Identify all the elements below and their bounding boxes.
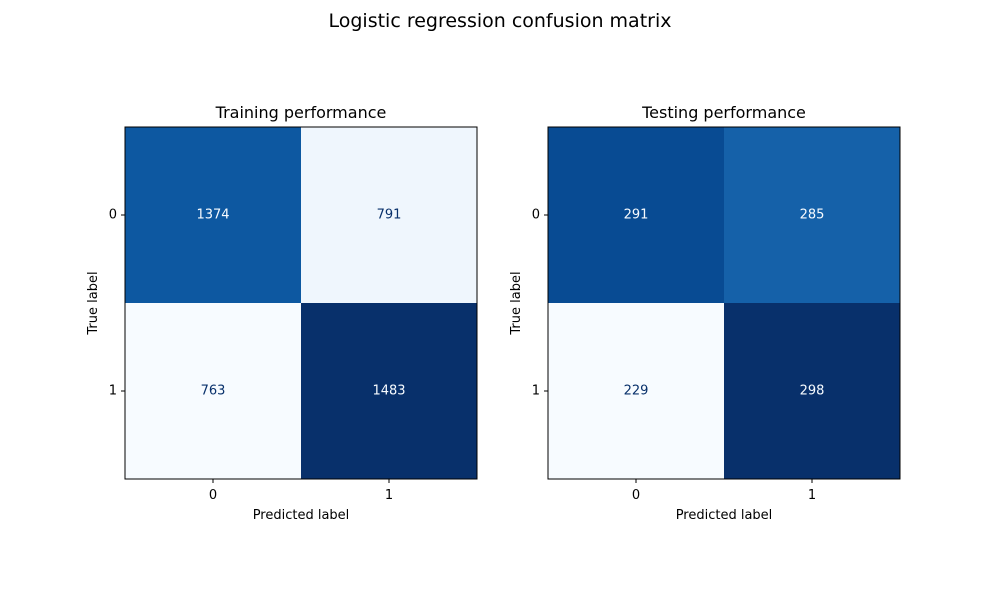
y-axis-label: True label: [86, 271, 101, 335]
heatmap-cell: [125, 127, 301, 303]
x-axis-label: Predicted label: [253, 508, 350, 523]
heatmap-cell: [301, 303, 477, 479]
figure-title: Logistic regression confusion matrix: [328, 10, 671, 32]
heatmap-cell: [724, 127, 900, 303]
axes-frame: [124, 126, 478, 480]
confusion-matrix-panel-2: 291 285 229 298 0 1 0 1 Testing performance Predi…: [509, 103, 901, 523]
x-tick-label: 1: [808, 488, 816, 503]
cell-value-label: 791: [377, 208, 402, 223]
heatmap-cell: [548, 303, 724, 479]
y-tick-label: 1: [109, 384, 117, 399]
cell-value-label: 1374: [196, 208, 229, 223]
x-tick-label: 1: [385, 488, 393, 503]
y-tick-label: 1: [532, 384, 540, 399]
panels: 1374 791 763 1483 0 1 0 1 Training performance Pr…: [86, 103, 901, 523]
confusion-matrix-panel-1: 1374 791 763 1483 0 1 0 1 Training performance Pr…: [86, 103, 478, 523]
x-axis-label: Predicted label: [676, 508, 773, 523]
panel-title: Testing performance: [641, 103, 806, 122]
x-tick-label: 0: [209, 488, 217, 503]
cell-value-label: 229: [624, 384, 649, 399]
y-axis-label: True label: [509, 271, 524, 335]
heatmap-cell: [301, 127, 477, 303]
cell-value-label: 285: [800, 208, 825, 223]
heatmap-cell: [125, 303, 301, 479]
panel-title: Training performance: [215, 103, 387, 122]
axes-frame: [547, 126, 901, 480]
x-tick-label: 0: [632, 488, 640, 503]
y-tick-label: 0: [532, 208, 540, 223]
heatmap-cell: [724, 303, 900, 479]
cell-value-label: 763: [201, 384, 226, 399]
cell-value-label: 1483: [372, 384, 405, 399]
heatmap-cell: [548, 127, 724, 303]
cell-value-label: 291: [624, 208, 649, 223]
cell-value-label: 298: [800, 384, 825, 399]
y-tick-label: 0: [109, 208, 117, 223]
